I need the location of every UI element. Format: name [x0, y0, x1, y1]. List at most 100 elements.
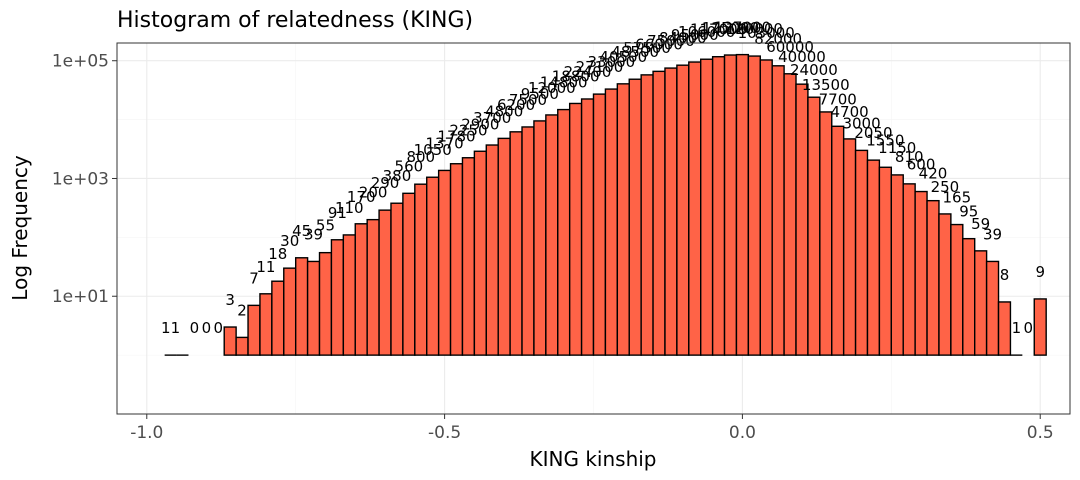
bin-count-label: 3	[225, 291, 235, 309]
histogram-bar	[1033, 298, 1047, 356]
bin-count-label: 1150	[878, 139, 916, 157]
bin-count-label: 125000	[702, 19, 759, 37]
histogram-bar	[711, 56, 726, 356]
histogram-bar	[390, 202, 404, 356]
bin-count-label: 3000	[842, 114, 880, 132]
bin-count-label: 560	[395, 157, 424, 175]
bin-count-label: 30	[280, 232, 299, 250]
bin-count-label: 110	[335, 199, 364, 217]
x-tick-label: 0.0	[729, 423, 756, 443]
bin-count-label: 8	[1000, 266, 1010, 284]
histogram-bar	[306, 260, 321, 356]
bin-count-label: 13500	[802, 76, 850, 94]
bin-count-label: 22400	[564, 63, 612, 81]
bin-count-label: 810	[895, 148, 924, 166]
bin-count-label: 4700	[831, 103, 869, 121]
bin-count-label: 0	[202, 319, 212, 337]
histogram-bar	[449, 163, 464, 356]
bin-count-label: 117000	[690, 21, 747, 39]
histogram-bar	[616, 83, 630, 356]
bin-count-label: 420	[919, 165, 948, 183]
bin-count-label: 250	[931, 178, 960, 196]
bin-count-label: 2050	[854, 124, 892, 142]
histogram-bar	[247, 304, 261, 356]
bin-count-label: 170	[347, 188, 376, 206]
bin-count-label: 91	[328, 204, 347, 222]
bin-count-label: 2250	[449, 122, 487, 140]
bin-count-label: 3700	[473, 109, 511, 127]
histogram-bar	[259, 293, 273, 356]
histogram-bar	[950, 223, 964, 356]
histogram-bar	[354, 223, 368, 356]
histogram-bar	[402, 192, 416, 356]
y-tick-label: 1e+01	[52, 287, 109, 307]
bin-count-label: 2	[237, 301, 247, 319]
bin-count-label: 165	[943, 189, 972, 207]
bin-count-label: 9	[1035, 263, 1045, 281]
histogram-bar	[819, 111, 833, 356]
y-tick-label: 1e+05	[52, 52, 109, 72]
histogram-bar	[509, 131, 523, 356]
bin-count-label: 120000	[726, 20, 783, 38]
histogram-bar	[878, 166, 893, 356]
histogram-bar	[866, 159, 881, 356]
bin-count-label: 1	[1012, 319, 1022, 337]
histogram-bar	[640, 74, 654, 356]
bin-count-label: 106000	[678, 23, 735, 41]
histogram-bar	[378, 209, 392, 356]
bin-count-label: 75000	[647, 32, 695, 50]
histogram-bar	[592, 93, 607, 356]
histogram-bar	[485, 144, 499, 356]
histogram-bar	[902, 183, 916, 356]
histogram-bar	[997, 301, 1012, 356]
bin-count-label: 18800	[552, 67, 600, 85]
bin-count-label: 40000	[778, 48, 826, 66]
histogram-bar	[652, 70, 666, 356]
bin-count-label: 4800	[485, 102, 523, 120]
histogram-bar	[330, 239, 345, 356]
histogram-bar	[914, 190, 928, 356]
histogram-bar	[890, 174, 904, 356]
histogram-bar	[759, 59, 773, 356]
bin-count-label: 55	[316, 217, 335, 235]
bin-count-label: 12000	[528, 79, 576, 97]
histogram-bar	[723, 54, 738, 356]
bin-count-label: 66000	[635, 35, 683, 53]
histogram-bar	[854, 149, 869, 356]
x-tick-label: 0.5	[1027, 423, 1054, 443]
bin-count-label: 11	[256, 258, 275, 276]
histogram-bar	[366, 218, 380, 356]
histogram-bar	[533, 120, 547, 356]
histogram-bar	[545, 114, 559, 356]
bin-count-label: 11	[161, 319, 180, 337]
bin-count-label: 1550	[866, 131, 904, 149]
histogram-bar	[283, 267, 297, 356]
histogram-bar	[747, 55, 761, 356]
histogram-bar	[437, 169, 452, 356]
histogram-bar	[926, 199, 940, 356]
axes: -1.0 -0.5 0.0 0.5 1e+01 1e+03 1e+05	[52, 52, 1054, 443]
bin-count-label: 800	[406, 148, 435, 166]
histogram-bar	[628, 78, 642, 356]
histogram-bar	[783, 73, 797, 356]
histogram-bars	[164, 53, 1047, 356]
x-tick-label: -1.0	[130, 423, 163, 443]
bin-count-label: 45	[292, 222, 311, 240]
bin-count-label: 0	[190, 319, 200, 337]
histogram-bar	[497, 137, 511, 356]
histogram-bar	[235, 336, 249, 356]
histogram-bar	[795, 83, 809, 356]
histogram-bar	[664, 67, 678, 356]
histogram-bar	[676, 64, 690, 356]
histogram-bar	[807, 96, 821, 356]
histogram-bar	[473, 150, 487, 356]
bin-count-label: 7700	[819, 90, 857, 108]
bin-count-label: 33000	[588, 53, 636, 71]
bin-count-labels: 11 0 0 032711183045395591110170200290380560…	[161, 19, 1045, 338]
bin-count-label: 2900	[461, 115, 499, 133]
bin-count-label: 95	[959, 203, 978, 221]
bin-count-label: 7500	[509, 91, 547, 109]
bin-count-label: 380	[383, 167, 412, 185]
x-tick-label: -0.5	[428, 423, 461, 443]
